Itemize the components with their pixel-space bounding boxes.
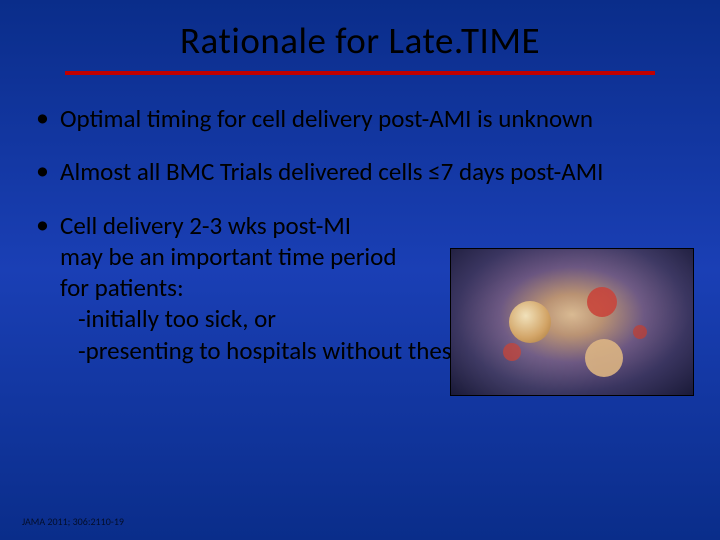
cells-microscopy-image <box>450 248 694 396</box>
bullet-2-text: Almost all BMC Trials delivered cells ≤7… <box>60 156 603 187</box>
bullet-1-text: Optimal timing for cell delivery post-AM… <box>60 103 593 134</box>
slide-title: Rationale for Late.TIME <box>24 18 696 63</box>
slide-container: Rationale for Late.TIME Optimal timing f… <box>0 0 720 540</box>
bullet-3-line1: Cell delivery 2-3 wks post-MI <box>60 210 696 241</box>
bullet-1: Optimal timing for cell delivery post-AM… <box>24 103 696 134</box>
citation-text: JAMA 2011; 306:2110-19 <box>22 515 124 528</box>
bullet-2: Almost all BMC Trials delivered cells ≤7… <box>24 156 696 187</box>
title-underline <box>65 71 655 75</box>
